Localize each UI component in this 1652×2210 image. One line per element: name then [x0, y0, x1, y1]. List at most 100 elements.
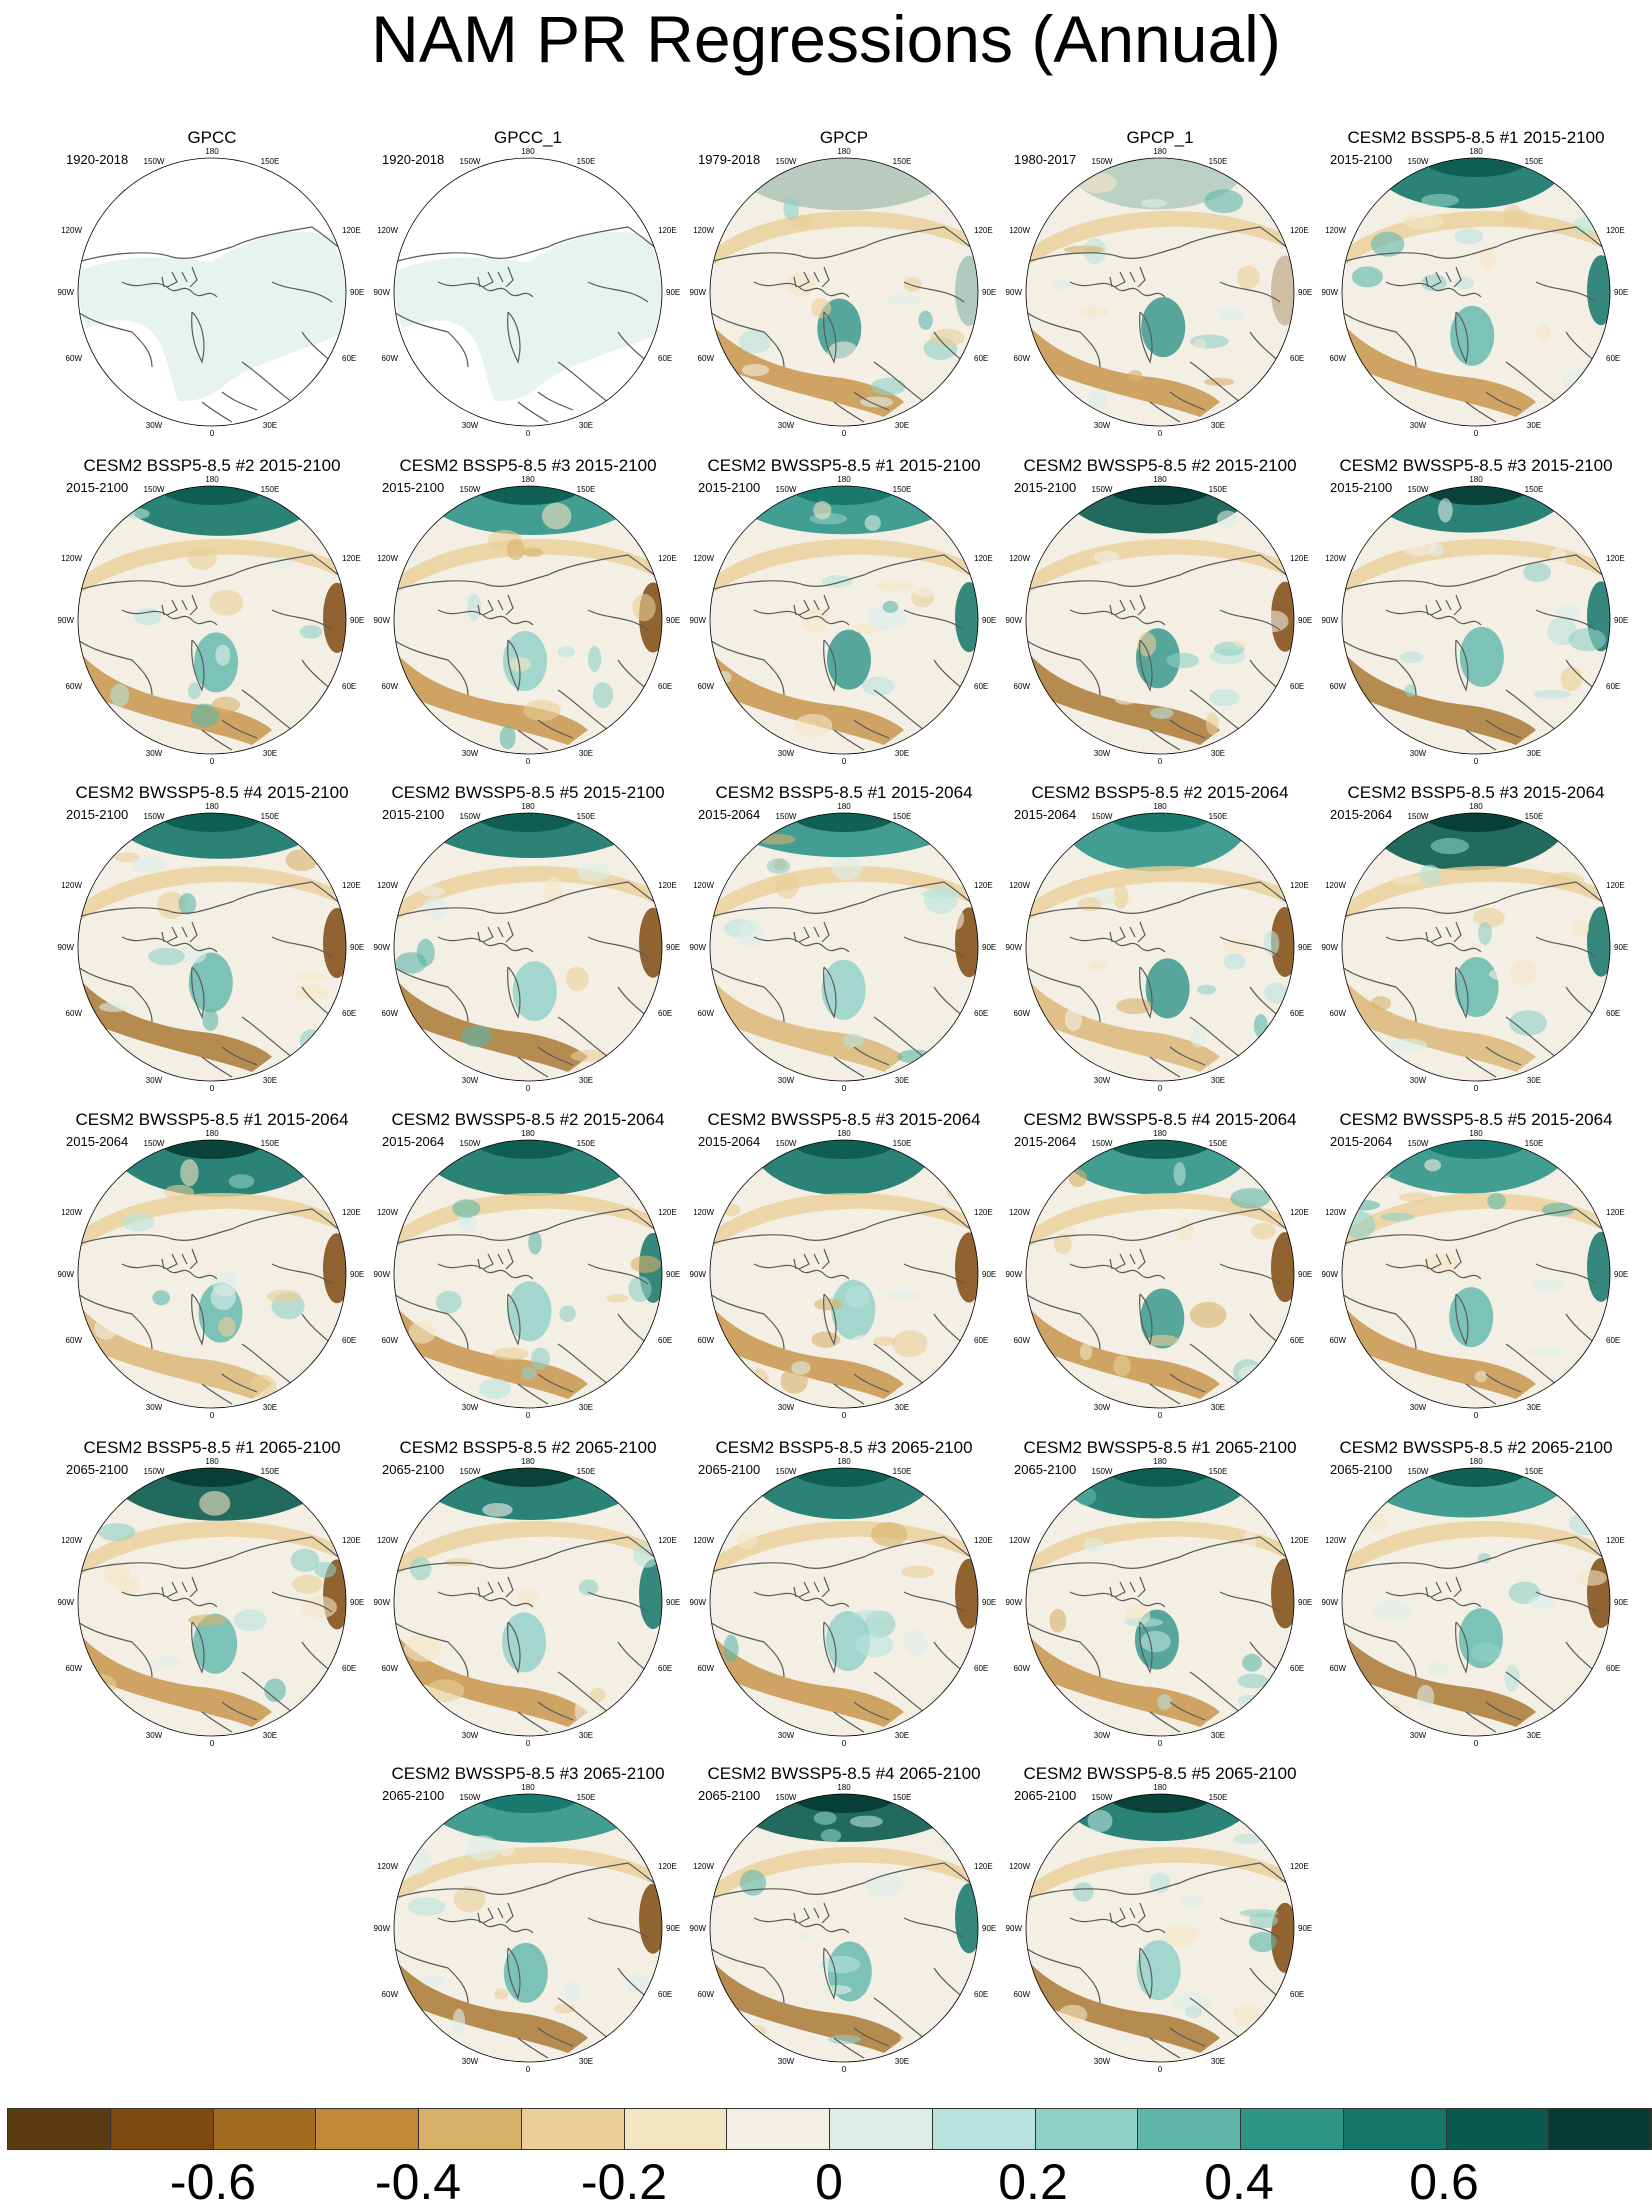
- coastline: [437, 1263, 534, 1280]
- longitude-label: 30W: [146, 1403, 163, 1412]
- panel-years: 2015-2064: [698, 1134, 761, 1149]
- positive-anomaly: [1141, 297, 1186, 358]
- panel-years: 2015-2100: [382, 480, 445, 495]
- longitude-label: 150E: [893, 812, 912, 821]
- longitude-label: 30E: [263, 1403, 277, 1412]
- anomaly-patch: [587, 645, 602, 673]
- longitude-label: 0: [210, 1084, 215, 1093]
- coastline: [1149, 1046, 1206, 1078]
- anomaly-patch: [628, 1275, 652, 1302]
- longitude-label: 90W: [690, 1924, 707, 1933]
- coastline: [753, 1917, 850, 1934]
- longitude-label: 0: [526, 1084, 531, 1093]
- positive-anomaly: [826, 629, 871, 690]
- longitude-label: 30E: [579, 1731, 593, 1740]
- coastline: [1455, 1293, 1469, 1346]
- coastline: [1425, 921, 1462, 943]
- coastline: [793, 1902, 830, 1924]
- longitude-label: 60E: [342, 1336, 356, 1345]
- longitude-label: 90E: [350, 288, 364, 297]
- coastline: [793, 1576, 830, 1598]
- longitude-label: 180: [1153, 1129, 1167, 1138]
- coastline: [1109, 1248, 1146, 1270]
- longitude-label: 90E: [350, 616, 364, 625]
- anomaly-patch: [637, 830, 655, 845]
- anomaly-patch: [1166, 652, 1199, 669]
- longitude-label: 90E: [1298, 1598, 1312, 1607]
- polar-map: 180 150W 150E 120W 120E 90W 90E 60W 60E 30W 30E 0: [374, 147, 681, 438]
- negative-anomaly: [394, 538, 652, 595]
- panel-years: 2015-2064: [66, 1134, 129, 1149]
- longitude-label: 150W: [144, 812, 165, 821]
- longitude-label: 0: [1158, 757, 1163, 766]
- coastline: [78, 1208, 346, 1245]
- negative-anomaly: [710, 1192, 968, 1249]
- panel-years: 2015-2064: [1330, 1134, 1393, 1149]
- coastline: [477, 266, 514, 288]
- positive-anomaly: [730, 158, 959, 211]
- longitude-label: 90E: [1614, 943, 1628, 952]
- anomaly-patch: [855, 1632, 894, 1658]
- coastline: [1109, 1902, 1146, 1924]
- longitude-label: 30W: [462, 421, 479, 430]
- anomaly-patch: [1477, 921, 1493, 945]
- panel-title: CESM2 BSSP5-8.5 #2 2015-2100: [83, 456, 341, 475]
- anomaly-patch: [1398, 1192, 1433, 1203]
- anomaly-patch: [1568, 1511, 1603, 1536]
- coastline: [1425, 594, 1462, 616]
- anomaly-patch: [294, 984, 329, 1000]
- negative-anomaly: [710, 865, 968, 922]
- coastline: [507, 1293, 521, 1346]
- anomaly-patch: [1205, 712, 1219, 735]
- map-panel: GPCC 1920-2018 180 150W 150E 120W 120E 90W 90E 60…: [58, 128, 365, 438]
- anomaly-patch: [1364, 1627, 1380, 1647]
- longitude-label: 60E: [1290, 1009, 1304, 1018]
- coastline: [517, 2027, 574, 2059]
- anomaly-patch: [741, 364, 770, 377]
- map-border: [393, 485, 663, 755]
- anomaly-patch: [1234, 638, 1248, 648]
- map-border: [1025, 157, 1295, 427]
- anomaly-patch: [723, 1634, 739, 1663]
- longitude-label: 60W: [698, 1664, 715, 1673]
- longitude-label: 150E: [261, 1467, 280, 1476]
- anomaly-patch: [1072, 1882, 1094, 1902]
- coastline: [121, 609, 218, 626]
- anomaly-patch: [821, 1985, 852, 1995]
- anomaly-patch: [114, 852, 140, 863]
- negative-anomaly: [1026, 538, 1284, 595]
- panel-years: 2065-2100: [382, 1462, 445, 1477]
- anomaly-patch: [479, 1378, 512, 1399]
- colorbar-swatch: [1241, 2108, 1344, 2150]
- anomaly-patch: [1536, 324, 1551, 343]
- colorbar-swatch: [213, 2108, 317, 2150]
- anomaly-patch: [233, 1609, 267, 1632]
- longitude-label: 30E: [895, 1731, 909, 1740]
- anomaly-patch: [187, 546, 217, 570]
- polar-map: 180 150W 150E 120W 120E 90W 90E 60W 60E 30W 30E 0: [1322, 1457, 1629, 1748]
- longitude-label: 120W: [377, 226, 398, 235]
- coastline: [394, 311, 469, 368]
- anomaly-patch: [1064, 1006, 1083, 1032]
- coastline: [1342, 966, 1417, 1023]
- longitude-label: 150E: [893, 1139, 912, 1148]
- longitude-label: 60W: [382, 682, 399, 691]
- coastline: [477, 1576, 514, 1598]
- longitude-label: 30W: [1094, 2057, 1111, 2066]
- coastline: [507, 966, 521, 1019]
- coastline: [1425, 266, 1462, 288]
- longitude-label: 60E: [342, 682, 356, 691]
- longitude-label: 30E: [263, 1731, 277, 1740]
- negative-anomaly: [394, 1846, 652, 1903]
- anomaly-patch: [864, 514, 881, 531]
- coastline: [78, 1621, 153, 1678]
- map-border: [393, 1793, 663, 2063]
- anomaly-patch: [903, 277, 922, 292]
- longitude-label: 150E: [1525, 485, 1544, 494]
- longitude-label: 120W: [1009, 1536, 1030, 1545]
- longitude-label: 90W: [1322, 1270, 1339, 1279]
- anomaly-patch: [589, 1687, 606, 1703]
- anomaly-patch: [559, 1305, 576, 1322]
- panel-title: CESM2 BWSSP5-8.5 #2 2015-2064: [391, 1110, 665, 1129]
- coastline: [1342, 554, 1610, 591]
